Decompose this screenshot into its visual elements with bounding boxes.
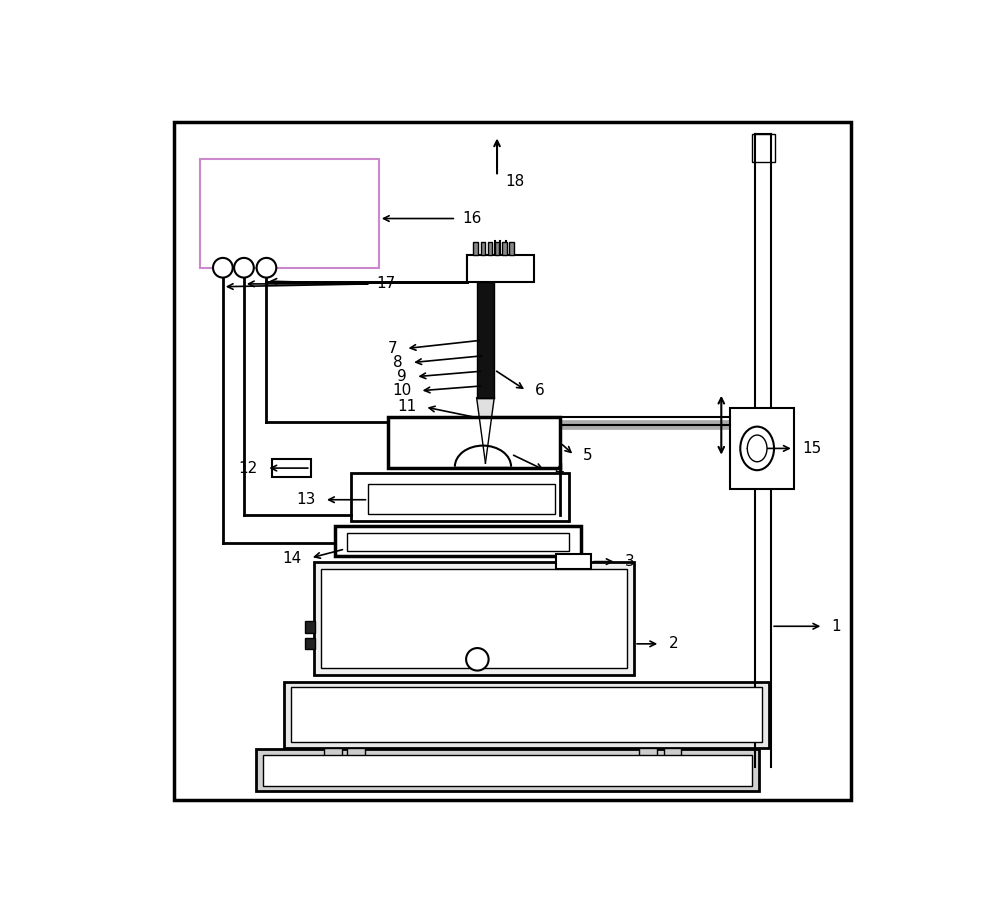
Text: 17: 17 <box>376 277 395 291</box>
Bar <box>664 748 681 771</box>
Bar <box>263 755 752 786</box>
Bar <box>467 255 534 282</box>
Text: 10: 10 <box>392 383 411 398</box>
Bar <box>730 408 794 489</box>
Bar <box>347 533 569 551</box>
Text: 6: 6 <box>535 383 545 398</box>
Ellipse shape <box>747 436 767 462</box>
Text: 5: 5 <box>583 448 592 463</box>
Bar <box>256 750 759 792</box>
Bar <box>351 473 569 520</box>
Bar <box>272 459 311 477</box>
Bar <box>639 748 657 771</box>
Circle shape <box>234 257 254 278</box>
Text: 8: 8 <box>393 355 403 370</box>
Bar <box>495 243 499 255</box>
Bar <box>368 484 555 514</box>
Bar <box>335 527 581 556</box>
Bar <box>752 134 775 163</box>
Bar <box>388 417 560 468</box>
Bar <box>324 748 342 771</box>
Circle shape <box>257 257 276 278</box>
Bar <box>481 243 485 255</box>
Text: 12: 12 <box>239 460 258 476</box>
Text: 18: 18 <box>505 173 525 189</box>
Bar <box>473 243 478 255</box>
Bar <box>314 561 634 676</box>
Text: 13: 13 <box>296 492 316 508</box>
Text: 11: 11 <box>397 399 416 415</box>
Polygon shape <box>477 398 494 463</box>
Bar <box>305 621 315 633</box>
Bar <box>321 569 627 668</box>
Bar <box>200 159 379 268</box>
Text: 4: 4 <box>555 464 564 478</box>
Text: 2: 2 <box>669 636 678 651</box>
Text: 14: 14 <box>282 551 302 565</box>
Bar <box>477 282 494 398</box>
Bar <box>347 748 365 771</box>
Text: 1: 1 <box>832 619 841 634</box>
Circle shape <box>213 257 233 278</box>
Bar <box>509 243 514 255</box>
Bar <box>502 243 507 255</box>
Text: 9: 9 <box>397 369 407 384</box>
Bar <box>305 637 315 649</box>
Circle shape <box>466 648 489 670</box>
Ellipse shape <box>740 426 774 470</box>
Text: 7: 7 <box>388 341 397 356</box>
Bar <box>556 554 591 570</box>
Bar <box>284 682 769 748</box>
Text: 3: 3 <box>625 554 635 569</box>
Text: 16: 16 <box>462 211 481 226</box>
Text: 15: 15 <box>802 441 821 456</box>
Bar <box>488 243 492 255</box>
Bar <box>291 687 762 742</box>
